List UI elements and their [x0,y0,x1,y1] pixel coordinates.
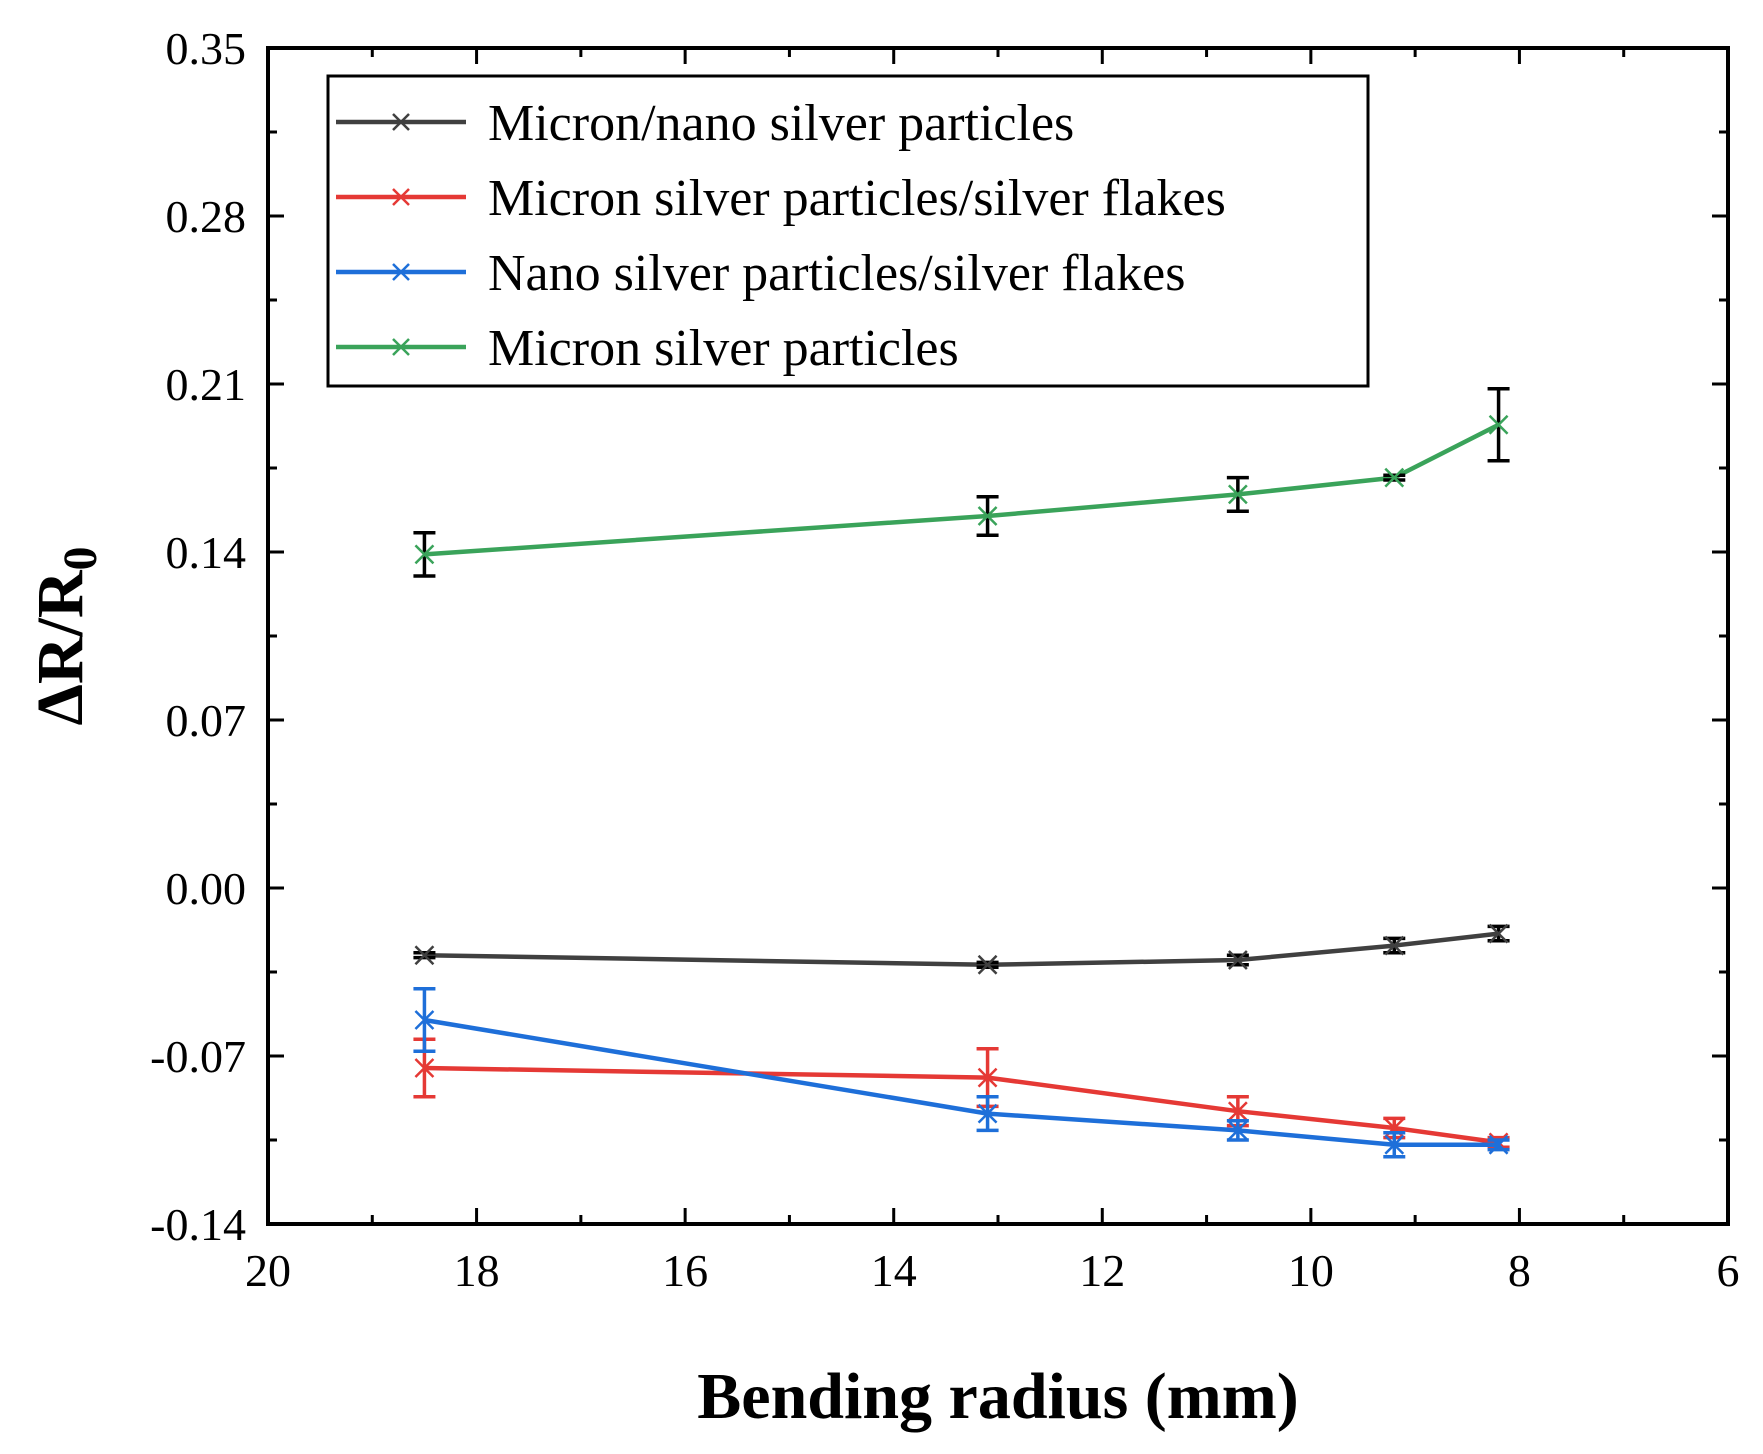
data-point [1227,484,1248,505]
legend-label: Micron/nano silver particles [488,95,1074,152]
data-point [977,506,998,526]
data-point [977,1103,998,1124]
data-point [414,544,435,565]
y-axis-title-subscript: 0 [54,546,107,570]
y-axis-title-main: ΔR/R [24,569,97,725]
legend-box [326,74,1370,388]
legend-item: Nano silver particles/silver flakes [336,245,1185,302]
legend-label: Micron silver particles/silver flakes [488,170,1226,227]
x-axis-title: Bending radius (mm) [697,1360,1298,1433]
x-tick-label: 20 [245,1245,291,1296]
legend-item: Micron/nano silver particles [336,95,1074,152]
data-point [977,1067,998,1088]
legend-marker [392,263,410,281]
x-tick-label: 14 [871,1245,917,1296]
y-tick-label: 0.14 [166,527,247,578]
series-2 [413,987,1510,1159]
data-point [1384,467,1405,488]
data-point [1488,414,1509,435]
legend-marker [392,113,410,131]
data-point [1227,1120,1248,1141]
series-1 [413,1037,1510,1153]
data-point [414,1010,435,1030]
y-tick-label: -0.14 [150,1199,246,1250]
x-tick-label: 10 [1288,1245,1334,1296]
data-point [1384,935,1405,956]
y-tick-label: 0.28 [166,191,247,242]
legend-label: Nano silver particles/silver flakes [488,245,1185,302]
x-tick-label: 12 [1079,1245,1125,1296]
x-tick-label: 8 [1508,1245,1531,1296]
y-tick-label: -0.07 [150,1031,246,1082]
data-point [1488,1134,1509,1155]
data-point [1227,1101,1248,1122]
x-tick-label: 18 [454,1245,500,1296]
series-line [424,422,1500,557]
data-point [414,1058,435,1078]
y-tick-label: 0.21 [166,359,247,410]
legend-marker [392,338,410,356]
legend: Micron/nano silver particles Micron silve… [326,74,1370,388]
legend-item: Micron silver particles [336,320,959,377]
series-line [424,1017,1499,1148]
legend-label: Micron silver particles [488,320,959,377]
series-0 [413,923,1510,975]
data-point [977,954,998,975]
y-tick-label: 0.35 [166,23,247,74]
axis-ticks: 20 18 16 14 12 10 8 6 0.35 0.28 0.21 0.14 0.07 0.00 -0… [150,23,1739,1296]
legend-marker [392,188,410,206]
plot-content [413,387,1510,1159]
y-tick-label: 0.07 [166,695,247,746]
legend-item: Micron silver particles/silver flakes [336,170,1226,227]
series-line [424,931,1499,968]
series-line [424,1065,1499,1145]
x-tick-label: 6 [1717,1245,1740,1296]
data-point [1488,923,1509,944]
data-point [414,945,435,966]
series-3 [413,387,1510,578]
x-tick-label: 16 [662,1245,708,1296]
y-tick-label: 0.00 [166,863,247,914]
data-point [1227,950,1248,970]
data-point [1384,1134,1405,1155]
y-axis-title: ΔR/R0 [24,546,107,725]
